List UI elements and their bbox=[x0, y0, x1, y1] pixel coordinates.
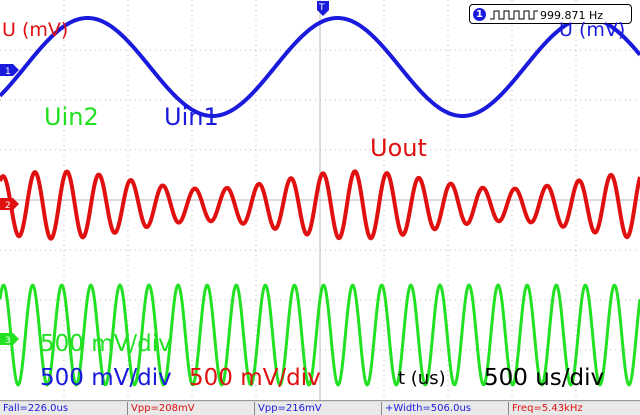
square-wave-icon bbox=[490, 10, 538, 20]
trigger-marker[interactable]: T bbox=[317, 1, 329, 16]
y-axis-label-right: U (mV) bbox=[559, 19, 626, 41]
channel-3-marker[interactable]: 3 bbox=[0, 333, 19, 346]
y-axis-label-left: U (mV) bbox=[2, 19, 69, 41]
channel-2-scale: 500 mV/div bbox=[189, 365, 321, 391]
measurement-vpp-ch1[interactable]: Vpp=216mV bbox=[254, 402, 381, 415]
svg-text:3: 3 bbox=[5, 336, 11, 346]
frequency-value: 999.871 Hz bbox=[540, 9, 604, 22]
uout-label: Uout bbox=[370, 134, 427, 162]
channel-3-scale: 500 mV/div bbox=[40, 331, 172, 357]
measurement-fall[interactable]: Fall=226.0us bbox=[0, 402, 127, 415]
frequency-readout[interactable]: 1 999.871 Hz bbox=[469, 4, 632, 24]
svg-text:1: 1 bbox=[5, 67, 11, 77]
channel-2-waveform bbox=[0, 169, 640, 241]
uin2-label: Uin2 bbox=[44, 103, 99, 131]
svg-text:T: T bbox=[318, 3, 325, 13]
measurement-freq[interactable]: Freq=5.43kHz bbox=[508, 402, 640, 415]
uin1-label: Uin1 bbox=[164, 103, 219, 131]
channel-1-waveform bbox=[0, 16, 640, 118]
svg-text:2: 2 bbox=[5, 201, 11, 211]
channel-1-marker[interactable]: 1 bbox=[0, 64, 19, 77]
measurement-bar: Fall=226.0us Vpp=208mV Vpp=216mV +Width=… bbox=[0, 400, 640, 415]
measurement-vpp-ch2[interactable]: Vpp=208mV bbox=[127, 402, 254, 415]
graticule bbox=[0, 0, 640, 400]
channel-2-marker[interactable]: 2 bbox=[0, 198, 19, 211]
channel-1-scale: 500 mV/div bbox=[40, 365, 172, 391]
time-axis-label: t (us) bbox=[398, 368, 446, 389]
waveform-display: 1 2 3 T bbox=[0, 0, 640, 400]
time-scale: 500 us/div bbox=[484, 365, 605, 391]
channel-3-waveform bbox=[0, 283, 640, 387]
measurement-width[interactable]: +Width=506.0us bbox=[381, 402, 508, 415]
channel-badge: 1 bbox=[473, 8, 486, 21]
